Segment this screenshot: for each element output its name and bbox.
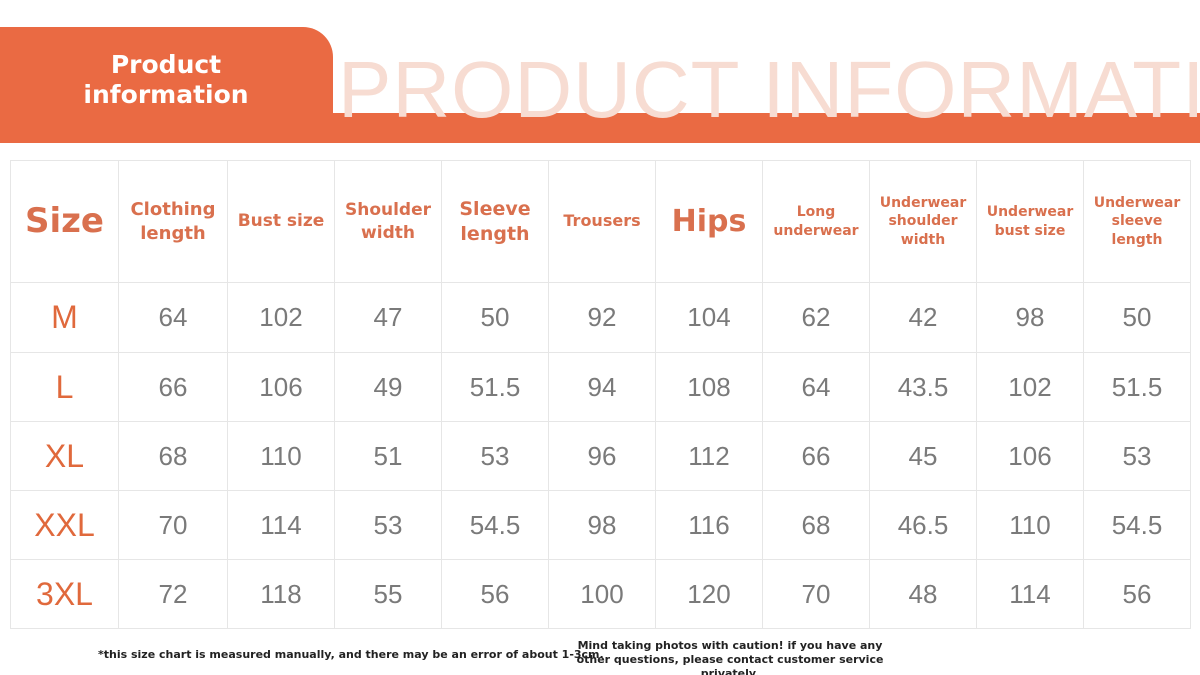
table-cell: 51.5 bbox=[1084, 353, 1191, 422]
table-cell: 49 bbox=[335, 353, 442, 422]
table-cell: 55 bbox=[335, 560, 442, 629]
table-cell: 92 bbox=[549, 283, 656, 353]
table-cell: 56 bbox=[442, 560, 549, 629]
table-cell: 70 bbox=[119, 491, 228, 560]
table-cell: 116 bbox=[656, 491, 763, 560]
table-cell: 54.5 bbox=[442, 491, 549, 560]
table-cell: 66 bbox=[763, 422, 870, 491]
header-tab bbox=[0, 27, 333, 143]
row-header: XXL bbox=[11, 491, 119, 560]
note-left: *this size chart is measured manually, a… bbox=[98, 648, 604, 661]
table-cell: 106 bbox=[228, 353, 335, 422]
row-header: M bbox=[11, 283, 119, 353]
size-table: Size Clothing length Bust size Shoulder wid… bbox=[10, 160, 1191, 629]
note-right: Mind taking photos with caution! if you … bbox=[576, 639, 884, 675]
table-cell: 64 bbox=[119, 283, 228, 353]
table-cell: 94 bbox=[549, 353, 656, 422]
table-cell: 120 bbox=[656, 560, 763, 629]
table-cell: 70 bbox=[763, 560, 870, 629]
table-cell: 53 bbox=[335, 491, 442, 560]
table-cell: 56 bbox=[1084, 560, 1191, 629]
table-cell: 102 bbox=[977, 353, 1084, 422]
table-cell: 54.5 bbox=[1084, 491, 1191, 560]
table-cell: 106 bbox=[977, 422, 1084, 491]
table-cell: 68 bbox=[119, 422, 228, 491]
table-cell: 102 bbox=[228, 283, 335, 353]
table-cell: 45 bbox=[870, 422, 977, 491]
table-cell: 114 bbox=[977, 560, 1084, 629]
header-band bbox=[333, 113, 1200, 143]
table-cell: 112 bbox=[656, 422, 763, 491]
table-cell: 53 bbox=[1084, 422, 1191, 491]
table-cell: 43.5 bbox=[870, 353, 977, 422]
table-cell: 53 bbox=[442, 422, 549, 491]
table-cell: 98 bbox=[977, 283, 1084, 353]
column-header: Underwear bust size bbox=[977, 161, 1084, 283]
column-header: Sleeve length bbox=[442, 161, 549, 283]
table-cell: 51.5 bbox=[442, 353, 549, 422]
table-cell: 114 bbox=[228, 491, 335, 560]
column-header: Long underwear bbox=[763, 161, 870, 283]
row-header: L bbox=[11, 353, 119, 422]
table-cell: 72 bbox=[119, 560, 228, 629]
table-cell: 98 bbox=[549, 491, 656, 560]
column-header: Clothing length bbox=[119, 161, 228, 283]
table-cell: 51 bbox=[335, 422, 442, 491]
table-cell: 96 bbox=[549, 422, 656, 491]
table-cell: 118 bbox=[228, 560, 335, 629]
header-banner: PRODUCT INFORMATION bbox=[338, 45, 1200, 134]
column-header: Underwear shoulder width bbox=[870, 161, 977, 283]
table-cell: 104 bbox=[656, 283, 763, 353]
table-cell: 48 bbox=[870, 560, 977, 629]
table-cell: 66 bbox=[119, 353, 228, 422]
table-cell: 108 bbox=[656, 353, 763, 422]
row-header: XL bbox=[11, 422, 119, 491]
column-header: Bust size bbox=[228, 161, 335, 283]
table-cell: 68 bbox=[763, 491, 870, 560]
table-cell: 50 bbox=[442, 283, 549, 353]
header-label: Product information bbox=[83, 50, 249, 109]
table-cell: 47 bbox=[335, 283, 442, 353]
row-header: 3XL bbox=[11, 560, 119, 629]
table-cell: 50 bbox=[1084, 283, 1191, 353]
column-header: Trousers bbox=[549, 161, 656, 283]
column-header: Shoulder width bbox=[335, 161, 442, 283]
column-header: Hips bbox=[656, 161, 763, 283]
table-cell: 64 bbox=[763, 353, 870, 422]
table-cell: 100 bbox=[549, 560, 656, 629]
table-cell: 46.5 bbox=[870, 491, 977, 560]
table-cell: 110 bbox=[977, 491, 1084, 560]
column-header: Underwear sleeve length bbox=[1084, 161, 1191, 283]
column-header: Size bbox=[11, 161, 119, 283]
table-cell: 110 bbox=[228, 422, 335, 491]
table-cell: 42 bbox=[870, 283, 977, 353]
table-cell: 62 bbox=[763, 283, 870, 353]
